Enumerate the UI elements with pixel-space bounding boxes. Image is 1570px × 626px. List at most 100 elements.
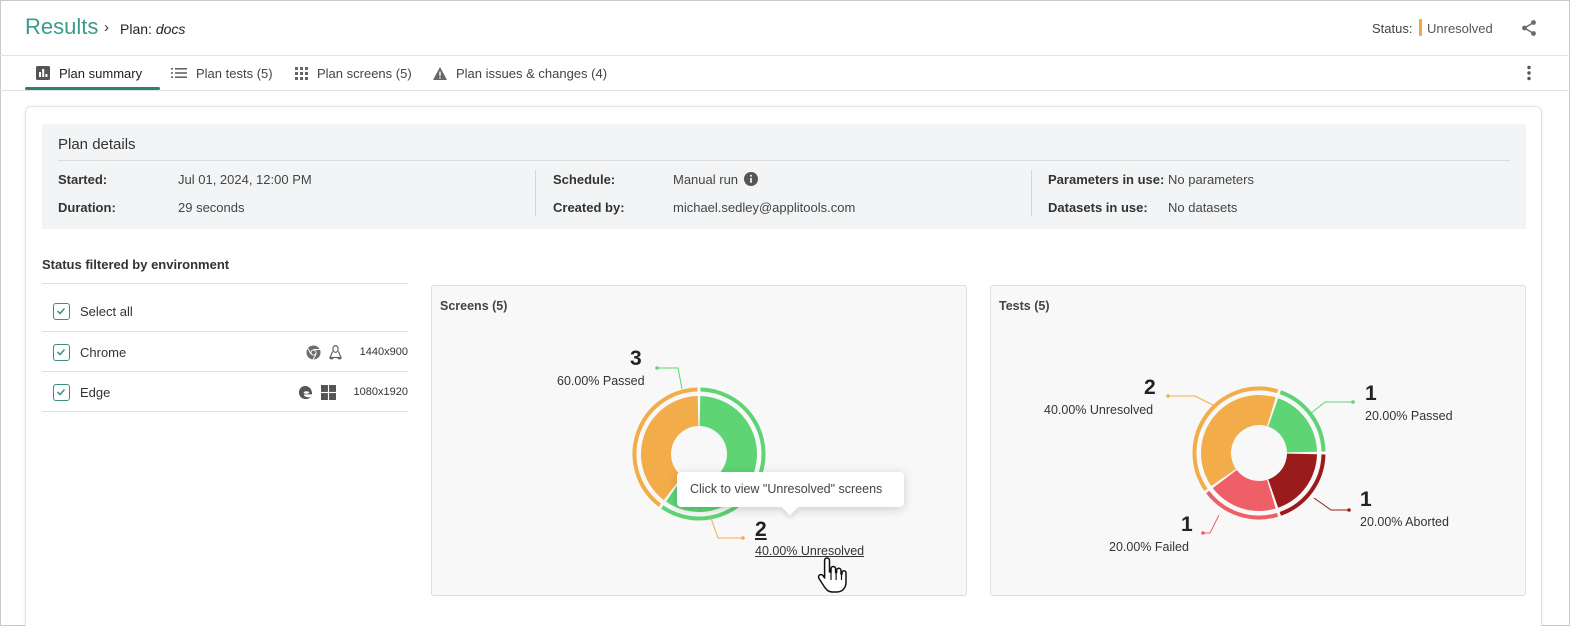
divider bbox=[42, 331, 408, 332]
donut-slice-unresolved[interactable] bbox=[641, 396, 699, 501]
env-browser-label: Edge bbox=[80, 384, 111, 400]
select-all-checkbox[interactable] bbox=[53, 302, 70, 320]
leader-dot bbox=[655, 366, 659, 370]
unresolved-label[interactable]: 40.00% Unresolved bbox=[1044, 403, 1154, 417]
leader-line bbox=[657, 367, 683, 390]
leader-dot bbox=[1347, 508, 1351, 512]
env-icons: 1080x1920 bbox=[298, 384, 408, 400]
duration-value: 29 seconds bbox=[178, 200, 245, 215]
tab-plan-tests[interactable]: Plan tests (5) bbox=[171, 56, 273, 90]
env-filter-title: Status filtered by environment bbox=[42, 257, 230, 272]
tab-label: Plan issues & changes (4) bbox=[456, 65, 608, 81]
active-tab-indicator bbox=[25, 87, 160, 90]
tab-plan-summary[interactable]: Plan summary bbox=[36, 56, 142, 90]
divider bbox=[42, 371, 408, 372]
leader-line bbox=[1309, 401, 1353, 415]
select-all-label: Select all bbox=[80, 303, 133, 319]
leader-dot bbox=[1201, 531, 1205, 535]
aborted-count[interactable]: 1 bbox=[1360, 488, 1372, 511]
env-resolution: 1080x1920 bbox=[353, 386, 408, 398]
passed-label[interactable]: 20.00% Passed bbox=[1365, 409, 1453, 423]
failed-count[interactable]: 1 bbox=[1181, 513, 1193, 536]
donut-slice-failed[interactable] bbox=[1212, 469, 1276, 511]
tests-donut-chart[interactable] bbox=[991, 286, 1527, 597]
plan-details-title: Plan details bbox=[58, 136, 136, 153]
env-row-edge[interactable]: Edge 1080x1920 bbox=[50, 372, 408, 412]
linux-icon bbox=[328, 344, 342, 359]
windows-icon bbox=[320, 384, 336, 400]
schedule-value: Manual run bbox=[673, 172, 739, 187]
started-value: Jul 01, 2024, 12:00 PM bbox=[178, 172, 312, 187]
passed-count[interactable]: 1 bbox=[1365, 382, 1377, 405]
created-by-value: michael.sedley@applitools.com bbox=[673, 200, 856, 215]
donut-slice-aborted[interactable] bbox=[1268, 453, 1317, 508]
screens-donut-chart[interactable] bbox=[432, 286, 968, 597]
leader-line bbox=[1168, 395, 1218, 408]
leader-dot bbox=[1166, 394, 1170, 398]
env-checkbox[interactable] bbox=[53, 343, 70, 361]
status-indicator bbox=[1419, 19, 1422, 36]
select-all-row[interactable]: Select all bbox=[50, 291, 408, 331]
env-checkbox[interactable] bbox=[53, 383, 70, 401]
more-options-icon[interactable] bbox=[1520, 64, 1538, 82]
bar-chart-icon bbox=[36, 66, 50, 80]
passed-label[interactable]: 60.00% Passed bbox=[557, 374, 645, 388]
check-icon bbox=[56, 388, 66, 396]
leader-dot bbox=[741, 536, 745, 540]
donut-outer-ring-failed bbox=[1206, 490, 1279, 520]
donut-slice-unresolved[interactable] bbox=[1201, 395, 1276, 487]
list-icon bbox=[171, 68, 187, 78]
divider bbox=[42, 411, 408, 412]
tooltip: Click to view "Unresolved" screens bbox=[677, 472, 904, 507]
donut-outer-ring-unresolved bbox=[1192, 386, 1279, 491]
env-browser-label: Chrome bbox=[80, 344, 127, 360]
unresolved-count[interactable]: 2 bbox=[1144, 376, 1156, 399]
chrome-icon bbox=[306, 344, 321, 360]
screens-chart-panel: Screens (5) 3 60.00% Passed 2 40.00% Unr… bbox=[431, 285, 967, 596]
donut-outer-ring-unresolved bbox=[632, 387, 698, 507]
tab-plan-screens[interactable]: Plan screens (5) bbox=[295, 56, 412, 90]
started-label: Started: bbox=[58, 172, 108, 187]
env-row-chrome[interactable]: Chrome 1440x900 bbox=[50, 332, 408, 372]
page-title[interactable]: Results bbox=[25, 14, 99, 39]
tab-plan-issues[interactable]: Plan issues & changes (4) bbox=[433, 56, 607, 90]
failed-label[interactable]: 20.00% Failed bbox=[1109, 540, 1189, 554]
donut-slice-passed[interactable] bbox=[1268, 398, 1317, 453]
parameters-value: No parameters bbox=[1168, 172, 1254, 187]
leader-dot bbox=[1351, 400, 1355, 404]
divider bbox=[535, 170, 536, 216]
hand-cursor-icon bbox=[817, 557, 847, 593]
check-icon bbox=[56, 348, 66, 356]
tab-label: Plan tests (5) bbox=[196, 65, 273, 81]
plan-details-panel bbox=[42, 124, 1526, 229]
plan-prefix: Plan: bbox=[120, 21, 152, 37]
info-icon[interactable] bbox=[744, 172, 758, 186]
tests-chart-panel: Tests (5) 2 40.00% Unresolved 1 20.00% P… bbox=[990, 285, 1526, 596]
tab-label: Plan summary bbox=[59, 65, 143, 81]
plan-name: docs bbox=[155, 21, 186, 37]
tests-panel-title: Tests (5) bbox=[999, 299, 1050, 313]
donut-outer-ring-aborted bbox=[1279, 454, 1326, 516]
divider bbox=[58, 160, 1510, 161]
duration-label: Duration: bbox=[58, 200, 116, 215]
env-icons: 1440x900 bbox=[306, 344, 408, 360]
datasets-value: No datasets bbox=[1168, 200, 1238, 215]
leader-line bbox=[1203, 514, 1220, 534]
passed-count[interactable]: 3 bbox=[630, 347, 642, 370]
breadcrumb-chevron-icon: › bbox=[104, 19, 109, 36]
unresolved-label-link[interactable]: 40.00% Unresolved bbox=[755, 544, 865, 558]
status-label: Status: bbox=[1372, 21, 1413, 36]
warning-icon bbox=[433, 66, 447, 80]
check-icon bbox=[56, 307, 66, 315]
aborted-label[interactable]: 20.00% Aborted bbox=[1360, 515, 1449, 529]
env-resolution: 1440x900 bbox=[359, 346, 408, 358]
unresolved-count[interactable]: 2 bbox=[755, 518, 767, 541]
page-header: Results › Plan: docs Status: Unresolved bbox=[0, 0, 1570, 56]
donut-outer-ring-passed bbox=[1279, 390, 1326, 452]
share-icon[interactable] bbox=[1520, 19, 1538, 37]
status-value: Unresolved bbox=[1427, 21, 1493, 36]
tab-label: Plan screens (5) bbox=[317, 65, 412, 81]
schedule-label: Schedule: bbox=[553, 172, 616, 187]
breadcrumb-plan: Plan: docs bbox=[120, 21, 185, 37]
created-by-label: Created by: bbox=[553, 200, 625, 215]
